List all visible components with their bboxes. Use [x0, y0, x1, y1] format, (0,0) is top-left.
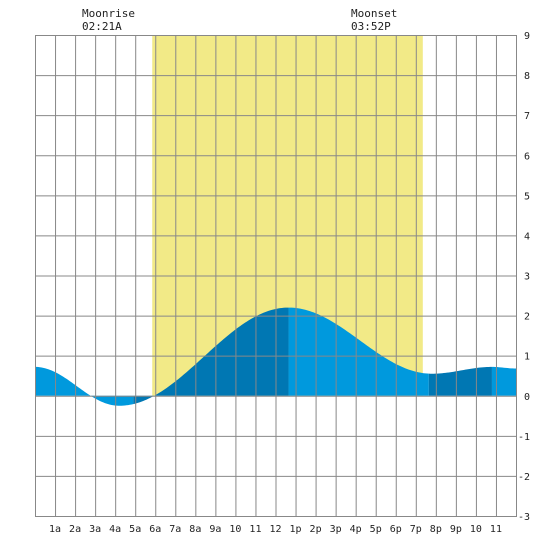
x-tick-label: 11 — [490, 524, 502, 535]
y-tick-label: 0 — [524, 392, 530, 403]
x-tick-label: 4p — [350, 524, 362, 535]
x-tick-label: 6a — [149, 524, 161, 535]
y-tick-label: 5 — [524, 191, 530, 202]
y-tick-label: -1 — [518, 432, 530, 443]
x-tick-label: 5p — [370, 524, 382, 535]
grid-layer — [35, 35, 517, 517]
x-tick-label: 9a — [209, 524, 221, 535]
x-tick-label: 11 — [249, 524, 261, 535]
plot-frame — [35, 35, 517, 517]
x-tick-label: 6p — [390, 524, 402, 535]
moonset-time: 03:52P — [351, 20, 391, 33]
y-tick-label: -2 — [518, 472, 530, 483]
x-tick-label: 9p — [450, 524, 462, 535]
tide-segment-5 — [491, 366, 516, 396]
x-tick-label: 5a — [129, 524, 141, 535]
x-tick-label: 1a — [49, 524, 61, 535]
x-tick-label: 7p — [410, 524, 422, 535]
moonrise-label: Moonrise — [82, 7, 135, 20]
y-tick-label: 9 — [524, 31, 530, 42]
x-tick-label: 3p — [330, 524, 342, 535]
x-tick-label: 3a — [89, 524, 101, 535]
x-tick-label: 2p — [310, 524, 322, 535]
y-tick-label: 8 — [524, 71, 530, 82]
y-tick-label: 4 — [524, 231, 530, 242]
x-tick-label: 8a — [189, 524, 201, 535]
x-tick-label: 7a — [169, 524, 181, 535]
y-tick-label: 1 — [524, 352, 530, 363]
moonset-label: Moonset — [351, 7, 397, 20]
x-tick-label: 4a — [109, 524, 121, 535]
tide-segment-4 — [428, 366, 492, 396]
x-tick-label: 10 — [470, 524, 482, 535]
x-tick-label: 8p — [430, 524, 442, 535]
x-tick-label: 1p — [290, 524, 302, 535]
y-tick-label: 6 — [524, 151, 530, 162]
tide-segment-3 — [288, 307, 429, 396]
x-tick-label: 10 — [229, 524, 241, 535]
y-tick-label: -3 — [518, 512, 530, 523]
y-tick-label: 2 — [524, 312, 530, 323]
y-tick-label: 3 — [524, 272, 530, 283]
x-tick-label: 2a — [69, 524, 81, 535]
tide-segment-1 — [35, 366, 134, 406]
moonrise-time: 02:21A — [82, 20, 122, 33]
x-tick-label: 12 — [269, 524, 281, 535]
label-layer: Moonrise 02:21A Moonset 03:52P 1a 2a 3a 4a 5… — [49, 7, 530, 535]
y-tick-label: 7 — [524, 111, 530, 122]
